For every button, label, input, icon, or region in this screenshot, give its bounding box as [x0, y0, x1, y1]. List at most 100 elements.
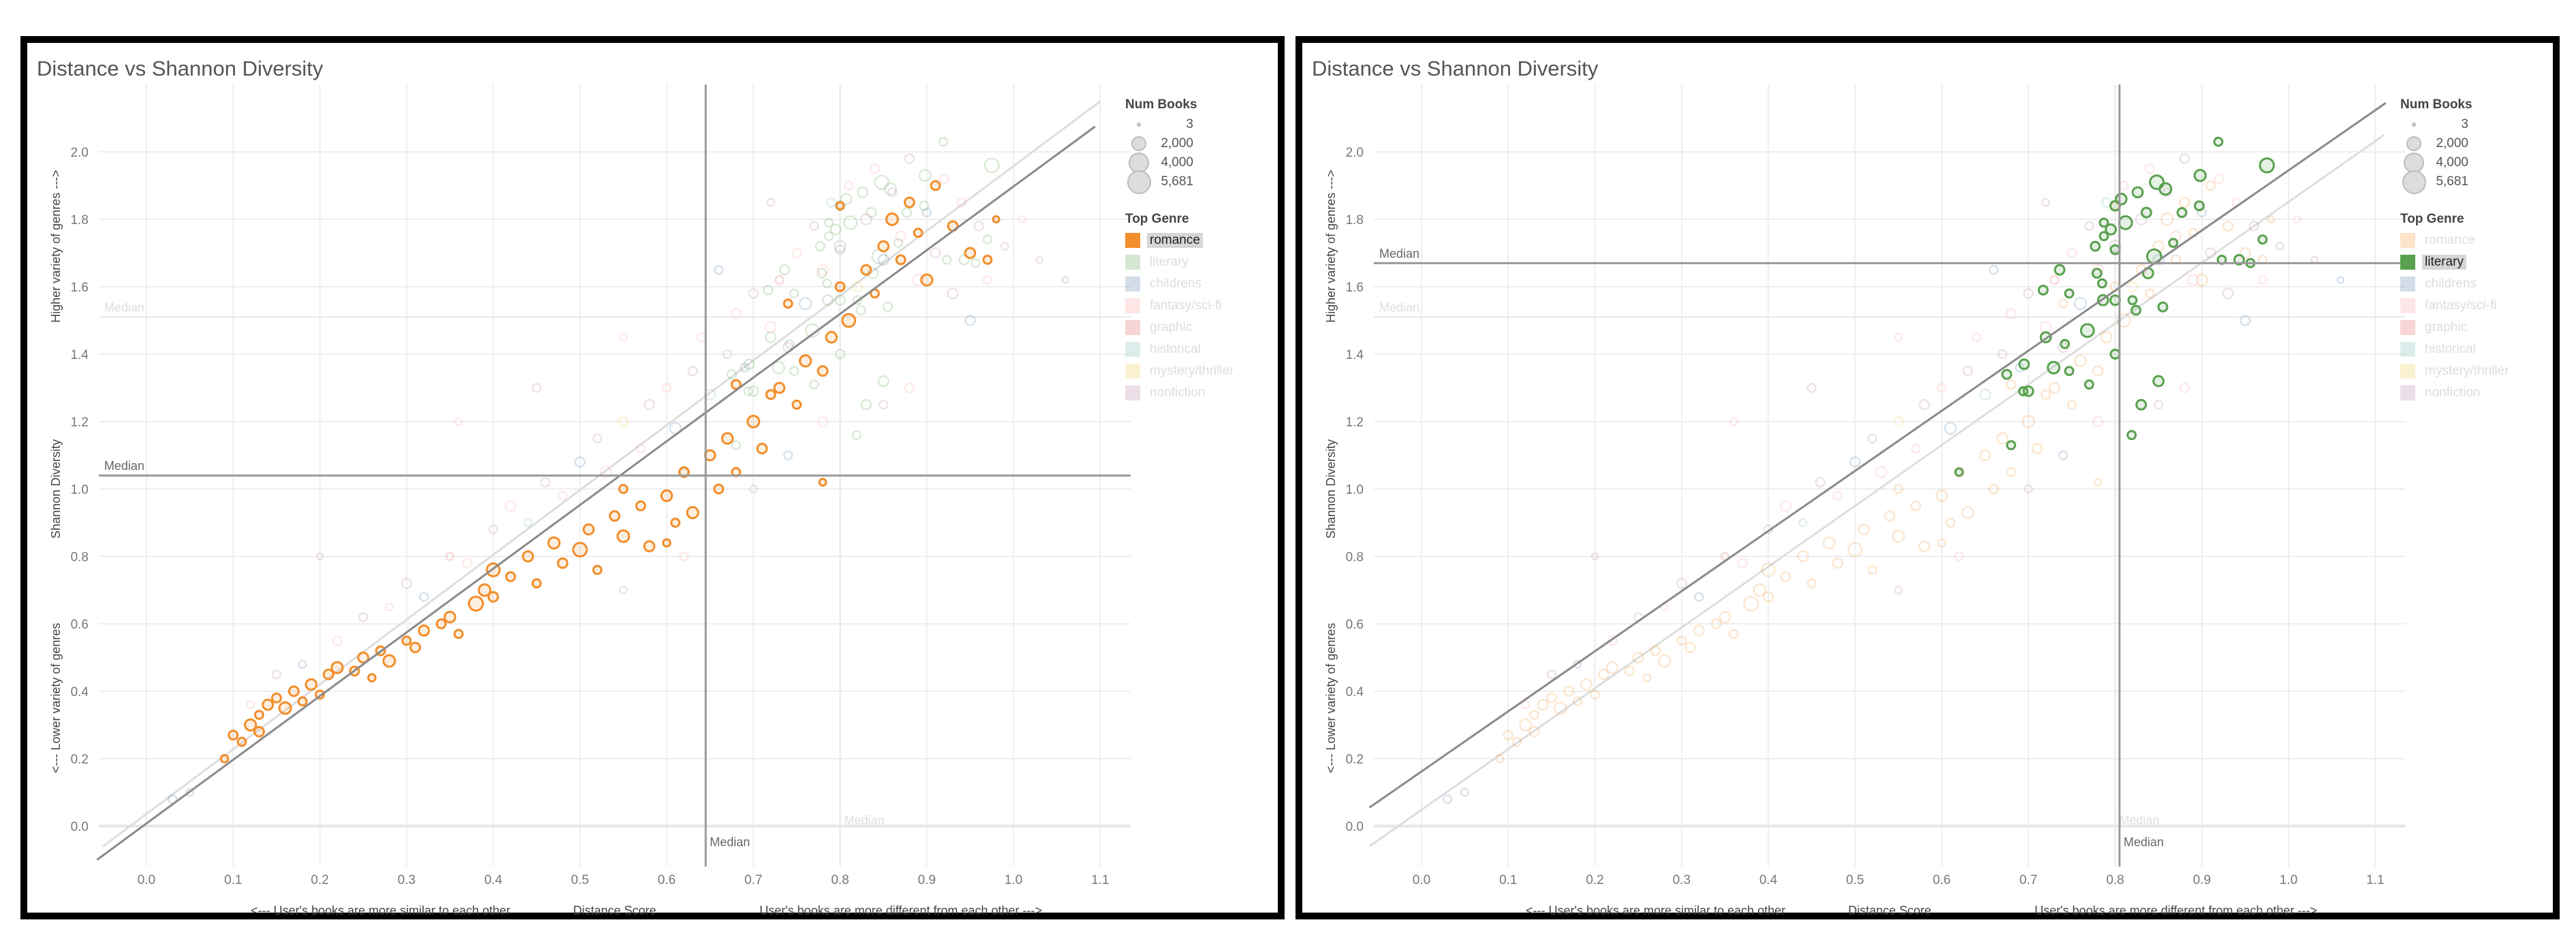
data-point-romance	[1503, 729, 1514, 741]
data-point-literary	[2054, 264, 2066, 276]
data-point-fantasy-sci-fi	[2144, 163, 2156, 174]
data-point-nonfiction	[2310, 255, 2319, 264]
data-point-literary	[789, 288, 800, 299]
data-point-romance	[2161, 212, 2174, 226]
data-point-literary	[2084, 379, 2094, 390]
data-point-childrens	[740, 362, 750, 373]
data-point-romance	[409, 642, 422, 654]
x-axis-hint-left: <--- User's books are more similar to ea…	[1526, 904, 1785, 917]
data-point-childrens	[2073, 297, 2088, 311]
size-legend-item: 2,000	[2400, 134, 2512, 153]
legend-item-fantasy-sci-fi[interactable]: fantasy/sci-fi	[2400, 295, 2512, 317]
color-swatch-icon	[1125, 342, 1140, 357]
legend-item-mystery-thriller[interactable]: mystery/thriller	[2400, 360, 2512, 382]
data-point-literary	[2099, 231, 2109, 242]
legend-item-literary[interactable]: literary	[1125, 251, 1237, 273]
x-tick-label: 0.3	[1673, 873, 1691, 887]
x-tick-label: 0.8	[2106, 873, 2124, 887]
color-swatch-icon	[1125, 255, 1140, 270]
data-point-nonfiction	[2084, 221, 2094, 232]
trend-line	[96, 125, 1096, 861]
data-point-romance	[1893, 484, 1904, 494]
color-swatch-icon	[1125, 320, 1140, 335]
data-point-literary	[2118, 215, 2133, 230]
genre-label: romance	[2425, 233, 2475, 247]
y-tick-label: 1.8	[71, 213, 89, 227]
data-point-historical	[826, 197, 837, 208]
scatter-plot[interactable]: 0.0 0.1 0.2 0.3 0.4 0.5 0.6 0.7 0.8 0.9 1.0 1.1 0.0 0…	[1295, 36, 2560, 919]
legend-item-literary[interactable]: literary	[2400, 251, 2512, 273]
legend-item-graphic[interactable]: graphic	[1125, 317, 1237, 338]
legend-item-nonfiction[interactable]: nonfiction	[1125, 382, 1237, 404]
legend-item-childrens[interactable]: childrens	[2400, 273, 2512, 295]
data-point-romance	[964, 247, 977, 259]
median-label-y: Median	[104, 459, 144, 473]
data-point-literary	[2079, 323, 2095, 338]
genre-label: mystery/thriller	[1150, 364, 1234, 378]
data-point-childrens	[922, 207, 932, 218]
legend-item-romance[interactable]: romance	[2400, 230, 2512, 251]
data-point-literary	[2168, 238, 2179, 249]
data-point-romance	[877, 240, 890, 253]
genre-label: graphic	[2425, 320, 2468, 334]
data-point-fantasy-sci-fi	[1894, 332, 1903, 342]
data-point-romance	[401, 635, 412, 646]
data-point-literary	[919, 200, 930, 211]
data-point-romance	[2040, 389, 2052, 400]
legend-item-historical[interactable]: historical	[1125, 338, 1237, 360]
data-point-nonfiction	[749, 484, 758, 494]
median-label-faded: Median	[104, 301, 144, 315]
data-point-fantasy-sci-fi	[939, 173, 949, 185]
data-point-romance	[1806, 578, 1817, 588]
data-point-literary	[2140, 206, 2152, 219]
data-point-romance	[1753, 583, 1767, 597]
data-point-romance	[1711, 618, 1722, 629]
data-point-nonfiction	[930, 247, 941, 259]
data-point-fantasy-sci-fi	[982, 274, 993, 285]
scatter-plot[interactable]: 0.0 0.1 0.2 0.3 0.4 0.5 0.6 0.7 0.8 0.9 1.0 1.1 0.0 0…	[20, 36, 1285, 919]
chart-panel-romance: Distance vs Shannon Diversity 0.0 0.1 0.2 0…	[20, 36, 1285, 919]
legend-item-childrens[interactable]: childrens	[1125, 273, 1237, 295]
median-label-faded: Median	[2119, 813, 2159, 827]
data-point-fantasy-sci-fi	[1954, 551, 1964, 562]
data-point-romance	[262, 698, 274, 711]
data-point-literary	[2130, 304, 2141, 316]
data-point-romance	[1953, 467, 1965, 478]
data-point-romance	[1761, 563, 1776, 578]
size-legend-item: 3	[2400, 115, 2512, 134]
data-point-romance	[1847, 541, 1863, 558]
legend-item-nonfiction[interactable]: nonfiction	[2400, 382, 2512, 404]
data-point-mystery-thriller	[851, 281, 864, 293]
data-point-literary	[834, 349, 846, 360]
data-point-literary	[866, 206, 877, 219]
data-point-romance	[783, 298, 794, 309]
data-point-romance	[2116, 313, 2131, 328]
data-point-literary	[2213, 136, 2224, 147]
data-point-romance	[2031, 443, 2043, 454]
legend-item-romance[interactable]: romance	[1125, 230, 1237, 251]
data-point-nonfiction	[887, 187, 897, 198]
data-point-childrens	[419, 592, 429, 602]
data-point-fantasy-sci-fi	[1729, 417, 1738, 426]
data-point-romance	[1605, 661, 1619, 674]
data-point-nonfiction	[1894, 585, 1903, 595]
data-point-childrens	[185, 787, 195, 797]
size-legend-label: 4,000	[2436, 155, 2468, 170]
data-point-romance	[2145, 288, 2155, 299]
x-axis-hint-right: User's books are more different from eac…	[2035, 904, 2317, 917]
legend-item-graphic[interactable]: graphic	[2400, 317, 2512, 338]
data-point-romance	[1718, 611, 1731, 624]
data-point-romance	[1891, 529, 1905, 543]
data-point-literary	[834, 244, 846, 255]
data-point-romance	[2179, 197, 2190, 208]
data-point-romance	[2022, 415, 2035, 428]
legend-item-historical[interactable]: historical	[2400, 338, 2512, 360]
legend-item-fantasy-sci-fi[interactable]: fantasy/sci-fi	[1125, 295, 1237, 317]
y-tick-label: 1.4	[71, 348, 89, 362]
legend-item-mystery-thriller[interactable]: mystery/thriller	[1125, 360, 1237, 382]
data-point-romance	[531, 578, 542, 589]
data-point-literary	[2109, 244, 2121, 255]
circle-size-icon	[1125, 170, 1152, 194]
data-point-romance	[913, 227, 924, 238]
color-swatch-icon	[1125, 276, 1140, 291]
